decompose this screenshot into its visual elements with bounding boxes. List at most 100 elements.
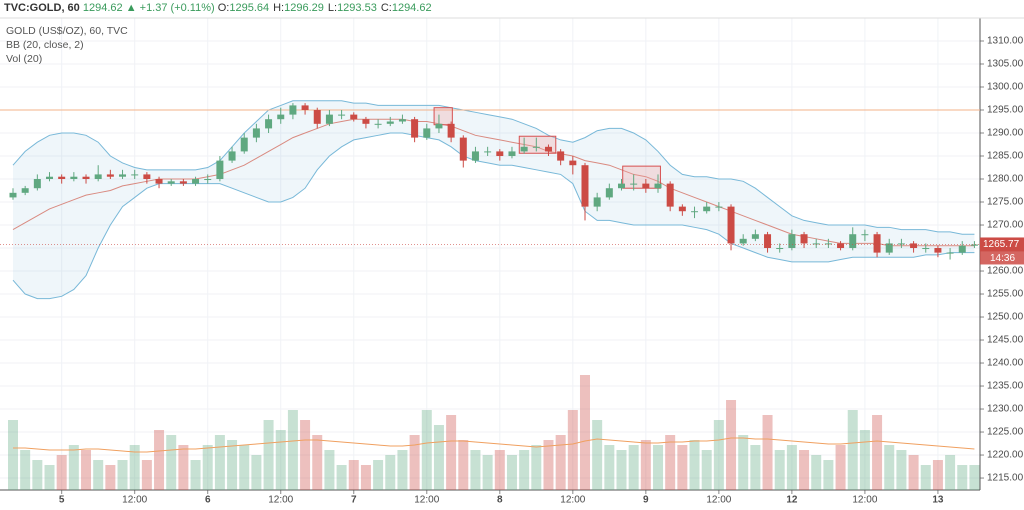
candle-body	[9, 192, 17, 198]
candle-body	[277, 114, 285, 120]
volume-bar	[178, 445, 189, 490]
candle-body	[824, 243, 832, 245]
volume-bar	[433, 425, 444, 490]
band-basis	[12, 118, 975, 247]
x-tick-label: 9	[643, 495, 649, 506]
candle-body	[155, 179, 163, 184]
volume-bar	[275, 430, 286, 490]
y-tick-label: 1270.00	[987, 220, 1024, 231]
candle-body	[532, 146, 540, 148]
candle-body	[691, 211, 699, 213]
volume-bar	[920, 465, 931, 490]
candle-body	[265, 119, 273, 129]
volume-bar	[908, 455, 919, 490]
up-arrow: ▲	[125, 2, 137, 14]
volume-bar	[726, 400, 737, 490]
x-tick-label: 5	[59, 495, 65, 506]
candle-body	[21, 188, 29, 193]
volume-bar	[470, 450, 481, 490]
candle-body	[958, 245, 966, 253]
volume-bar	[506, 455, 517, 490]
volume-bar	[932, 460, 943, 490]
volume-bar	[884, 445, 895, 490]
candle-body	[897, 243, 905, 245]
volume-bar	[896, 450, 907, 490]
candle-body	[642, 183, 650, 189]
legend-entry: BB (20, close, 2)	[6, 39, 84, 51]
volume-bar	[823, 460, 834, 490]
candle-body	[204, 179, 212, 181]
volume-bar	[117, 460, 128, 490]
candle-body	[739, 238, 747, 244]
y-tick-label: 1295.00	[987, 105, 1024, 116]
volume-bar	[397, 450, 408, 490]
candle-body	[82, 176, 90, 180]
volume-bar	[604, 445, 615, 490]
volume-bar	[336, 465, 347, 490]
volume-bar	[214, 435, 225, 490]
ohlc-value: 1295.64	[229, 2, 270, 14]
y-tick-label: 1280.00	[987, 174, 1024, 185]
volume-bar	[360, 465, 371, 490]
candle-body	[131, 174, 139, 176]
legend-entry: Vol (20)	[6, 53, 43, 65]
candle-body	[70, 176, 78, 180]
candle-body	[301, 105, 309, 111]
volume-bar	[166, 435, 177, 490]
volume-bar	[859, 430, 870, 490]
ohlc-label: L:	[327, 2, 338, 14]
candle-body	[873, 234, 881, 253]
candle-body	[106, 174, 114, 177]
ohlc-label: O:	[217, 2, 230, 14]
volume-bar	[129, 445, 140, 490]
volume-bar	[105, 465, 116, 490]
volume-bar	[945, 455, 956, 490]
candle-body	[192, 179, 200, 184]
volume-bar	[811, 455, 822, 490]
candle-body	[447, 123, 455, 138]
candle-body	[715, 206, 723, 208]
volume-bar	[592, 420, 603, 490]
candle-body	[812, 243, 820, 245]
countdown: 14:36	[990, 253, 1015, 264]
ohlc-value: 1296.29	[284, 2, 324, 14]
volume-bar	[665, 435, 676, 490]
y-tick-label: 1260.00	[987, 266, 1024, 277]
volume-bar	[628, 445, 639, 490]
candle-body	[727, 206, 735, 244]
candle-body	[678, 206, 686, 212]
volume-bar	[786, 445, 797, 490]
volume-bar	[653, 445, 664, 490]
y-tick-label: 1250.00	[987, 312, 1024, 323]
candle-body	[484, 151, 492, 153]
ohlc-label: C:	[380, 2, 392, 14]
candle-body	[569, 160, 577, 166]
change: +1.37 (+0.11%)	[139, 2, 215, 14]
volume-bar	[202, 445, 213, 490]
volume-bar	[640, 440, 651, 490]
candle-body	[618, 183, 625, 189]
countdown-box	[980, 251, 1024, 265]
volume-bar	[458, 440, 469, 490]
volume-bar	[154, 430, 165, 490]
candle-body	[508, 151, 516, 157]
volume-bar	[93, 460, 104, 490]
volume-bar	[799, 450, 810, 490]
volume-bar	[263, 420, 274, 490]
y-tick-label: 1240.00	[987, 358, 1024, 369]
candle-body	[459, 137, 467, 161]
y-tick-label: 1215.00	[987, 473, 1024, 484]
candle-body	[885, 243, 893, 253]
volume-bar	[677, 445, 688, 490]
candle-body	[764, 234, 772, 249]
candle-body	[58, 176, 66, 180]
volume-bar	[68, 445, 79, 490]
candle-body	[861, 234, 869, 236]
candle-body	[557, 151, 565, 161]
volume-bar	[969, 465, 980, 490]
volume-bar	[287, 410, 298, 490]
volume-bar	[616, 450, 627, 490]
candle-body	[544, 146, 552, 152]
last-price-label: 1265.77	[983, 239, 1020, 250]
